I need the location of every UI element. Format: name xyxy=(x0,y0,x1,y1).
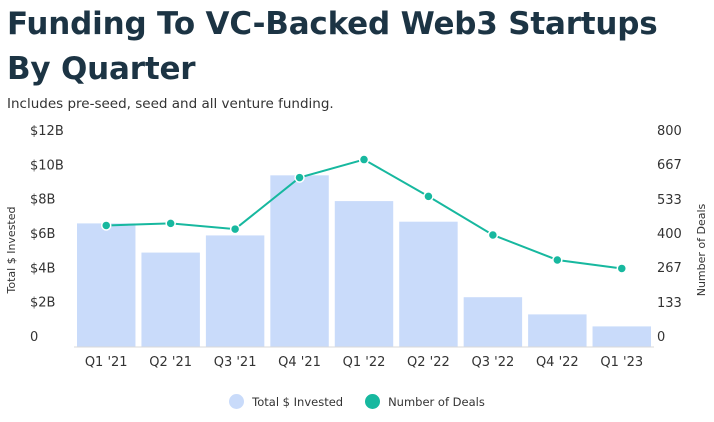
y-left-tick-label: $6B xyxy=(30,227,55,242)
bar xyxy=(334,201,394,347)
combo-chart: 0 $2B $4B $6B $8B $10B $12B 0 133 267 400 533 667 800… xyxy=(5,124,708,370)
x-tick-label: Q3 '21 xyxy=(214,355,257,370)
deals-point xyxy=(358,154,370,165)
y-right-tick-label: 667 xyxy=(657,158,682,173)
bar xyxy=(205,235,265,347)
bar xyxy=(463,297,523,347)
x-tick-label: Q3 '22 xyxy=(472,355,515,370)
y-left-tick-label: $4B xyxy=(30,261,55,276)
chart-subtitle: Includes pre-seed, seed and all venture … xyxy=(7,96,334,112)
legend-label-deals: Number of Deals xyxy=(388,394,485,409)
y-right-tick-label: 133 xyxy=(657,296,682,311)
y-right-axis-title: Number of Deals xyxy=(695,203,708,296)
bar xyxy=(141,252,200,347)
bar xyxy=(399,221,458,347)
y-left-tick-label: $10B xyxy=(30,158,64,173)
x-tick-label: Q4 '22 xyxy=(536,355,579,370)
deals-point xyxy=(552,254,563,266)
bar xyxy=(77,223,136,347)
y-right-tick-label: 533 xyxy=(657,193,682,208)
y-right-tick-label: 0 xyxy=(657,330,665,345)
x-tick-label: Q1 '23 xyxy=(600,355,643,370)
legend-swatch-deals xyxy=(365,394,381,409)
chart-title-line-2: By Quarter xyxy=(7,51,196,87)
deals-point xyxy=(294,172,305,183)
legend-item-deals[interactable]: Number of Deals xyxy=(365,394,485,409)
y-left-tick-label: $8B xyxy=(30,193,55,208)
chart-title: Funding To VC-Backed Web3 Startups By Qu… xyxy=(7,2,707,92)
bar xyxy=(270,175,329,347)
deals-point xyxy=(423,191,434,202)
y-left-tick-label: $2B xyxy=(30,296,55,311)
deals-point xyxy=(616,263,628,274)
x-tick-label: Q1 '22 xyxy=(343,355,386,370)
y-right-tick-label: 267 xyxy=(657,261,682,276)
y-left-tick-label: 0 xyxy=(30,330,38,345)
x-tick-label: Q1 '21 xyxy=(85,355,128,370)
x-tick-label: Q4 '21 xyxy=(278,355,321,370)
bar xyxy=(592,326,651,347)
deals-point xyxy=(487,229,499,241)
x-tick-label: Q2 '21 xyxy=(149,355,192,370)
y-right-tick-label: 800 xyxy=(657,124,682,139)
deals-point xyxy=(165,218,176,229)
y-left-axis-title: Total $ Invested xyxy=(5,207,18,295)
bar xyxy=(528,314,587,347)
y-left-tick-label: $12B xyxy=(30,124,64,139)
deals-point xyxy=(229,223,241,235)
legend-swatch-invested xyxy=(229,394,245,409)
chart-legend: Total $ Invested Number of Deals xyxy=(0,394,714,409)
legend-label-invested: Total $ Invested xyxy=(252,394,344,409)
x-tick-label: Q2 '22 xyxy=(407,355,450,370)
chart-title-line-1: Funding To VC-Backed Web3 Startups xyxy=(7,6,658,42)
deals-point xyxy=(100,220,112,231)
y-right-tick-label: 400 xyxy=(657,227,682,242)
legend-item-invested[interactable]: Total $ Invested xyxy=(229,394,343,409)
